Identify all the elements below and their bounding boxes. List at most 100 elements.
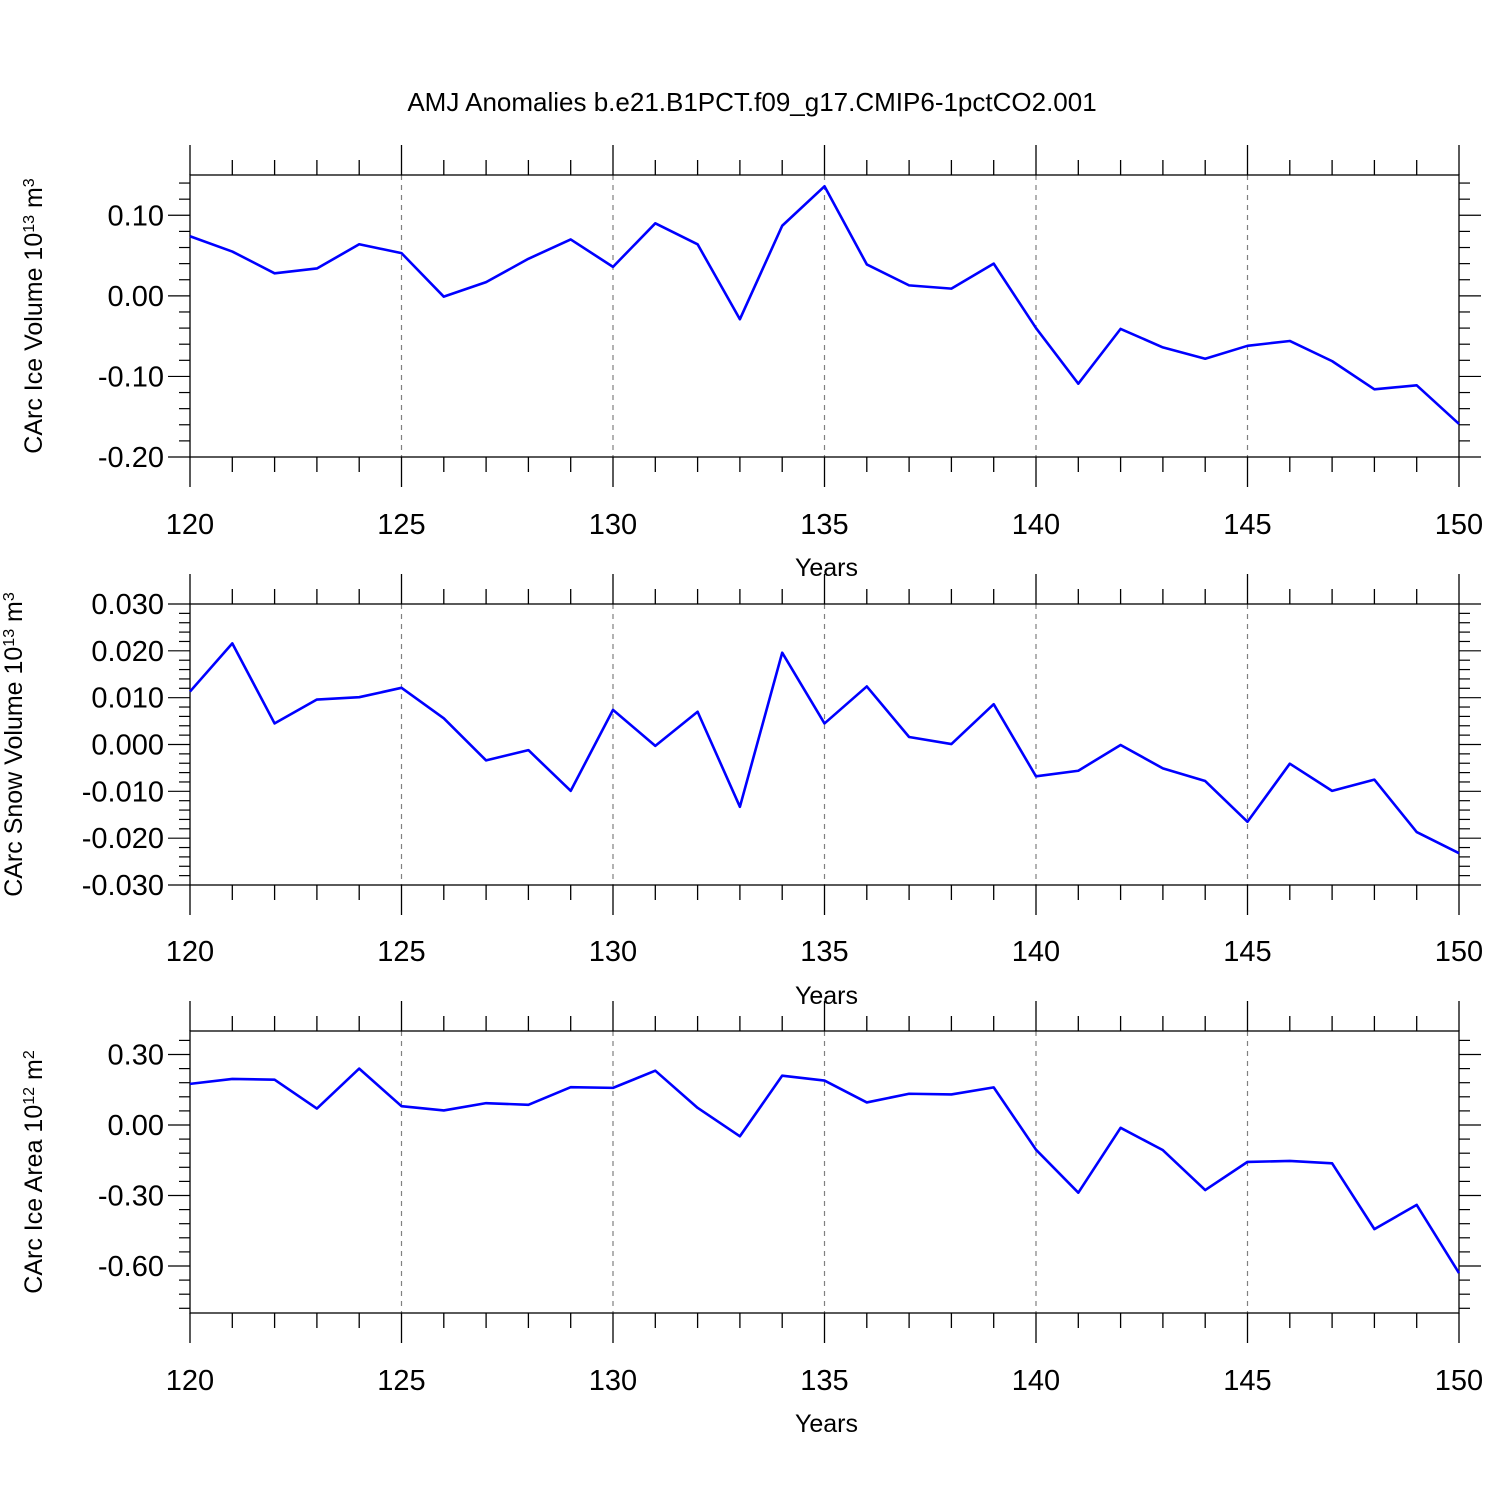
y-label-prefix: CArc Snow Volume 10 bbox=[0, 647, 28, 897]
data-point bbox=[316, 698, 318, 700]
data-point bbox=[908, 1093, 910, 1095]
data-point bbox=[485, 1102, 487, 1104]
x-tick-label: 130 bbox=[589, 1365, 637, 1397]
data-point bbox=[1204, 780, 1206, 782]
y-tick-label: 0.000 bbox=[91, 730, 164, 762]
data-point bbox=[189, 1083, 191, 1085]
data-point bbox=[1416, 831, 1418, 833]
x-tick-label: 140 bbox=[1012, 509, 1060, 541]
data-point bbox=[189, 235, 191, 237]
x-tick-label: 145 bbox=[1223, 1365, 1271, 1397]
data-point bbox=[739, 318, 741, 320]
data-point bbox=[443, 717, 445, 719]
data-point bbox=[316, 1107, 318, 1109]
data-point bbox=[1077, 1191, 1079, 1193]
y-tick-label: 0.10 bbox=[108, 200, 164, 232]
data-point bbox=[1289, 1160, 1291, 1162]
y-tick-label: 0.00 bbox=[108, 281, 164, 313]
data-point bbox=[485, 759, 487, 761]
data-point bbox=[1119, 744, 1121, 746]
data-point bbox=[993, 703, 995, 705]
data-point bbox=[1331, 1162, 1333, 1164]
data-point bbox=[400, 687, 402, 689]
data-point bbox=[485, 281, 487, 283]
x-tick-label: 145 bbox=[1223, 509, 1271, 541]
data-point bbox=[1204, 358, 1206, 360]
data-point bbox=[273, 272, 275, 274]
data-point bbox=[358, 1067, 360, 1069]
data-point bbox=[866, 263, 868, 265]
data-point bbox=[570, 238, 572, 240]
data-point bbox=[1458, 1272, 1460, 1274]
y-label-prefix: CArc Ice Volume 10 bbox=[20, 233, 48, 454]
data-point bbox=[1162, 1149, 1164, 1151]
data-point bbox=[612, 709, 614, 711]
data-point bbox=[823, 185, 825, 187]
y-tick-label: -0.010 bbox=[82, 776, 164, 808]
y-label-prefix: CArc Ice Area 10 bbox=[20, 1105, 48, 1294]
data-point bbox=[1373, 778, 1375, 780]
y-axis-label: CArc Ice Volume 1013 m3 bbox=[20, 178, 48, 454]
data-point bbox=[443, 295, 445, 297]
data-point bbox=[696, 1107, 698, 1109]
y-tick-label: 0.00 bbox=[108, 1110, 164, 1142]
x-tick-label: 150 bbox=[1435, 509, 1483, 541]
data-point bbox=[231, 642, 233, 644]
x-tick-label: 125 bbox=[377, 936, 425, 968]
x-tick-label: 120 bbox=[166, 1365, 214, 1397]
x-tick-label: 140 bbox=[1012, 1365, 1060, 1397]
x-tick-label: 125 bbox=[377, 1365, 425, 1397]
data-point bbox=[1289, 340, 1291, 342]
data-point bbox=[1119, 1127, 1121, 1129]
y-tick-label: -0.60 bbox=[98, 1251, 164, 1283]
data-point bbox=[1119, 328, 1121, 330]
y-label-unit: m bbox=[20, 187, 48, 215]
data-point bbox=[1373, 388, 1375, 390]
data-point bbox=[527, 1104, 529, 1106]
x-tick-label: 135 bbox=[800, 1365, 848, 1397]
data-point bbox=[654, 745, 656, 747]
x-tick-label: 120 bbox=[166, 509, 214, 541]
data-point bbox=[739, 806, 741, 808]
data-point bbox=[527, 258, 529, 260]
x-tick-label: 125 bbox=[377, 509, 425, 541]
data-point bbox=[696, 243, 698, 245]
data-point bbox=[654, 222, 656, 224]
data-point bbox=[1035, 775, 1037, 777]
data-point bbox=[189, 690, 191, 692]
data-point bbox=[950, 1093, 952, 1095]
data-point bbox=[570, 1086, 572, 1088]
panels-group: 120 125 130 135 140 145 150 -0.20 -0.10 0.00 0.10 Y… bbox=[0, 145, 1483, 1438]
data-point bbox=[273, 722, 275, 724]
data-point bbox=[1077, 770, 1079, 772]
data-point bbox=[273, 1078, 275, 1080]
data-point bbox=[231, 1078, 233, 1080]
y-tick-label: -0.020 bbox=[82, 823, 164, 855]
data-point bbox=[612, 1087, 614, 1089]
x-axis-label: Years bbox=[795, 982, 858, 1010]
x-tick-label: 140 bbox=[1012, 936, 1060, 968]
panel-2: 120 125 130 135 140 145 150 -0.030 -0.020 -0.010 0… bbox=[0, 574, 1483, 1010]
y-tick-label: 0.010 bbox=[91, 683, 164, 715]
y-label-unit-exponent: 2 bbox=[21, 1050, 38, 1059]
data-point bbox=[1416, 1204, 1418, 1206]
data-point bbox=[443, 1109, 445, 1111]
y-axis-label: CArc Snow Volume 1013 m3 bbox=[0, 592, 28, 897]
x-tick-label: 135 bbox=[800, 936, 848, 968]
data-point bbox=[1331, 790, 1333, 792]
data-point bbox=[1204, 1189, 1206, 1191]
data-point bbox=[696, 711, 698, 713]
data-point bbox=[1416, 384, 1418, 386]
x-axis-label: Years bbox=[795, 1410, 858, 1438]
data-point bbox=[654, 1070, 656, 1072]
x-tick-label: 145 bbox=[1223, 936, 1271, 968]
y-tick-label: 0.30 bbox=[108, 1040, 164, 1072]
series-line bbox=[189, 184, 1460, 425]
y-tick-label: -0.20 bbox=[98, 442, 164, 474]
data-point bbox=[612, 266, 614, 268]
y-tick-label: -0.30 bbox=[98, 1181, 164, 1213]
chart-title: AMJ Anomalies b.e21.B1PCT.f09_g17.CMIP6-… bbox=[407, 87, 1096, 117]
x-axis-label: Years bbox=[795, 554, 858, 582]
series-line bbox=[189, 1067, 1461, 1274]
y-label-exponent: 13 bbox=[21, 215, 38, 233]
